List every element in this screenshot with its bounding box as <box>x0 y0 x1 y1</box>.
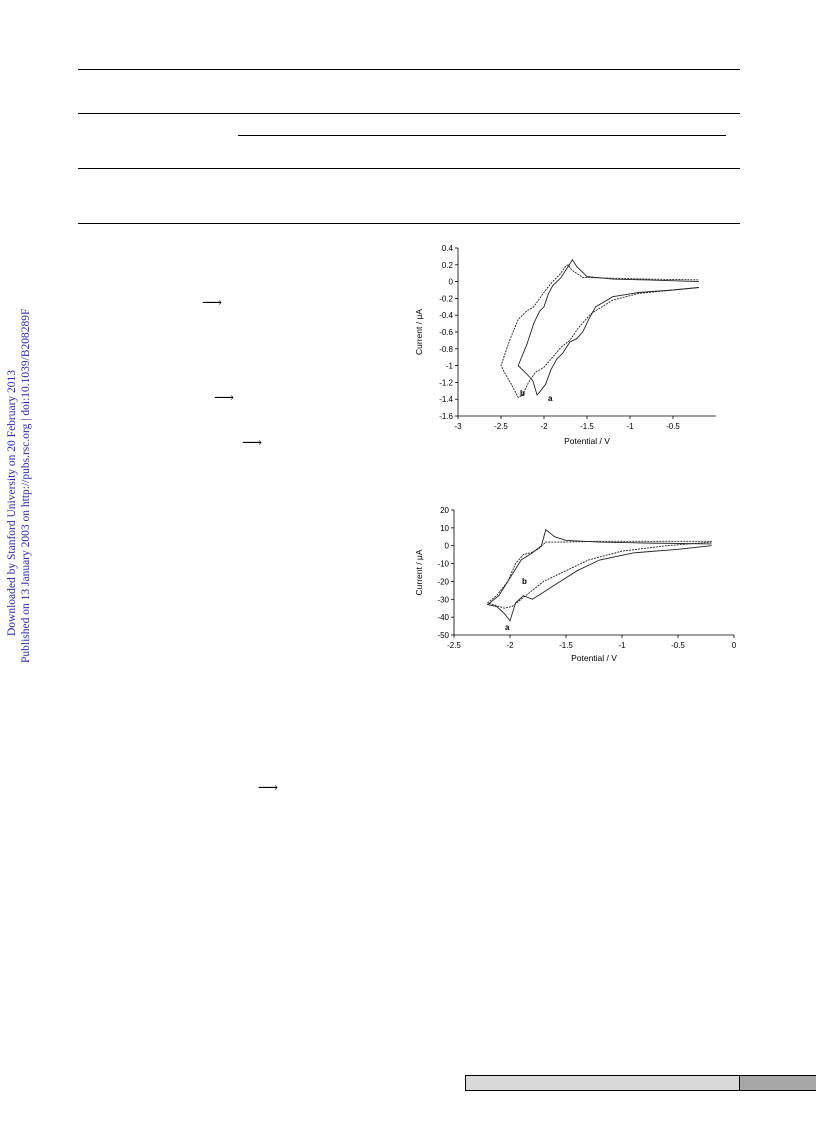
x-tick-label: -3 <box>454 422 462 431</box>
footer-bar-end <box>739 1075 816 1091</box>
x-tick-label: -1.5 <box>580 422 594 431</box>
y-tick-label: -1.4 <box>439 395 453 404</box>
y-tick-label: 0.4 <box>442 244 454 253</box>
x-tick-label: 0 <box>732 641 737 650</box>
y-tick-label: -0.6 <box>439 328 453 337</box>
y-axis-label: Current / μA <box>414 309 424 355</box>
x-tick-label: -2 <box>540 422 548 431</box>
y-tick-label: -20 <box>437 577 449 586</box>
x-tick-label: -1.5 <box>559 641 573 650</box>
y-tick-label: -10 <box>437 560 449 569</box>
y-tick-label: -50 <box>437 631 449 640</box>
curve-label-a: a <box>505 623 510 632</box>
y-tick-label: -0.8 <box>439 345 453 354</box>
chart-svg: 20 10 0 -10 -20 -30 -40 -50-2.5 -2 -1.5 -1 -0.5 0 b a P… <box>414 506 737 663</box>
reaction-arrow: ⟶ <box>258 780 279 796</box>
cyclic-voltammogram-1: 0.4 0.2 0 -0.2 -0.4 -0.6 -0.8 -1 -1.2 -1.4 -1.6 -3 -… <box>408 238 728 450</box>
x-tick-label: -2 <box>506 641 514 650</box>
y-tick-label: 0.2 <box>442 261 454 270</box>
table-bottom-rule <box>78 223 740 224</box>
x-tick-label: -2.5 <box>494 422 508 431</box>
download-notice-line: Downloaded by Stanford University on 20 … <box>6 369 18 636</box>
x-axis-label: Potential / V <box>571 653 617 663</box>
x-tick-label: -1 <box>618 641 626 650</box>
doi-link[interactable]: Published on 13 January 2003 on http://p… <box>20 308 32 663</box>
curve-label-b: b <box>522 577 527 586</box>
download-notice: Downloaded by Stanford University on 20 … <box>4 309 44 663</box>
y-tick-label: -1.6 <box>439 412 453 421</box>
table-top-rule <box>78 69 740 70</box>
y-tick-label: 0 <box>449 278 454 287</box>
y-tick-label: -1 <box>446 362 454 371</box>
table-body-rule <box>78 168 740 169</box>
table-subheader-rule <box>238 135 726 136</box>
y-tick-label: -0.4 <box>439 311 453 320</box>
y-axis-label: Current / μA <box>414 549 424 595</box>
y-tick-label: -40 <box>437 613 449 622</box>
reaction-arrow: ⟶ <box>202 295 223 311</box>
curve-label-a: a <box>548 394 553 403</box>
reaction-arrow: ⟶ <box>242 435 263 451</box>
y-tick-label: -1.2 <box>439 378 453 387</box>
series-line-a <box>486 528 712 622</box>
chart-svg: 0.4 0.2 0 -0.2 -0.4 -0.6 -0.8 -1 -1.2 -1.4 -1.6-3 -… <box>414 244 716 446</box>
x-tick-label: -1 <box>626 422 634 431</box>
curve-label-b: b <box>520 389 525 398</box>
y-tick-label: 10 <box>440 524 449 533</box>
footer-bar <box>465 1075 740 1091</box>
x-tick-label: -2.5 <box>447 641 461 650</box>
y-tick-label: -0.2 <box>439 294 453 303</box>
reaction-arrow: ⟶ <box>214 390 235 406</box>
series-line-b <box>500 264 699 399</box>
x-tick-label: -0.5 <box>671 641 685 650</box>
y-tick-label: 0 <box>445 542 450 551</box>
y-tick-label: 20 <box>440 506 449 515</box>
y-tick-label: -30 <box>437 595 449 604</box>
x-tick-label: -0.5 <box>666 422 680 431</box>
cyclic-voltammogram-2: 20 10 0 -10 -20 -30 -40 -50 -2.5 -2 -1.5 -1 -0.5 0 b a P… <box>408 500 748 675</box>
series-line-b <box>486 540 712 609</box>
x-axis-label: Potential / V <box>564 436 610 446</box>
series-line-a <box>517 258 699 396</box>
table-header-rule <box>78 113 740 114</box>
